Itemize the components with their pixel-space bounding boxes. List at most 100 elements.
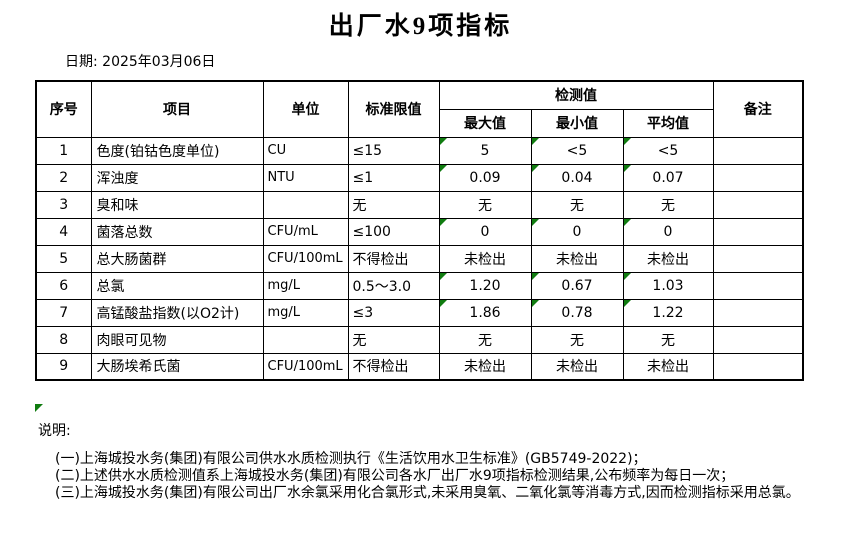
- cell-item-row2[interactable]: 浑浊度: [90, 163, 264, 192]
- cell-seq-row7[interactable]: 7: [35, 298, 92, 327]
- excel-flag-icon: [440, 273, 447, 280]
- cell-unit-row3[interactable]: [262, 190, 349, 219]
- cell-item-row3[interactable]: 臭和味: [90, 190, 264, 219]
- cell-avg-row7[interactable]: 1.22: [622, 298, 714, 327]
- cell-avg-row6[interactable]: 1.03: [622, 271, 714, 300]
- cell-unit-row5[interactable]: CFU/100mL: [262, 244, 349, 273]
- cell-remark-row7[interactable]: [712, 298, 804, 327]
- cell-remark-row9[interactable]: [712, 352, 804, 381]
- cell-max-row3[interactable]: 无: [438, 190, 532, 219]
- cell-avg-row2[interactable]: 0.07: [622, 163, 714, 192]
- cell-seq-row9[interactable]: 9: [35, 352, 92, 381]
- cell-seq-row6[interactable]: 6: [35, 271, 92, 300]
- cell-max-row5[interactable]: 未检出: [438, 244, 532, 273]
- cell-item-row1[interactable]: 色度(铂钴色度单位): [90, 136, 264, 165]
- cell-avg-row4[interactable]: 0: [622, 217, 714, 246]
- cell-limit-row7[interactable]: ≤3: [347, 298, 440, 327]
- excel-flag-icon: [532, 138, 539, 145]
- cell-min-row7[interactable]: 0.78: [530, 298, 624, 327]
- cell-limit-row2[interactable]: ≤1: [347, 163, 440, 192]
- cell-unit-row9[interactable]: CFU/100mL: [262, 352, 349, 381]
- cell-remark-row6[interactable]: [712, 271, 804, 300]
- cell-remark-row2[interactable]: [712, 163, 804, 192]
- cell-remark-row4[interactable]: [712, 217, 804, 246]
- cell-avg-row1[interactable]: <5: [622, 136, 714, 165]
- cell-item-row9[interactable]: 大肠埃希氏菌: [90, 352, 264, 381]
- cell-item-row4[interactable]: 菌落总数: [90, 217, 264, 246]
- cell-avg-row9[interactable]: 未检出: [622, 352, 714, 381]
- table-row: 5 总大肠菌群 CFU/100mL 不得检出 未检出 未检出 未检出: [35, 244, 804, 273]
- header-limit[interactable]: 标准限值: [347, 80, 440, 138]
- cell-min-row8[interactable]: 无: [530, 325, 624, 354]
- header-avg[interactable]: 平均值: [622, 108, 714, 138]
- cell-min-row1[interactable]: <5: [530, 136, 624, 165]
- cell-limit-row1[interactable]: ≤15: [347, 136, 440, 165]
- cell-limit-row5[interactable]: 不得检出: [347, 244, 440, 273]
- header-unit[interactable]: 单位: [262, 80, 349, 138]
- notes-lines: (一)上海城投水务(集团)有限公司供水水质检测执行《生活饮用水卫生标准》(GB5…: [55, 451, 835, 502]
- cell-max-row7[interactable]: 1.86: [438, 298, 532, 327]
- table-row: 2 浑浊度 NTU ≤1 0.09 0.04 0.07: [35, 163, 804, 192]
- cell-limit-row4[interactable]: ≤100: [347, 217, 440, 246]
- cell-min-row6[interactable]: 0.67: [530, 271, 624, 300]
- notes-label: 说明:: [38, 423, 71, 439]
- cell-min-row9[interactable]: 未检出: [530, 352, 624, 381]
- cell-limit-row8[interactable]: 无: [347, 325, 440, 354]
- cell-avg-row8[interactable]: 无: [622, 325, 714, 354]
- cell-item-row6[interactable]: 总氯: [90, 271, 264, 300]
- header-seq[interactable]: 序号: [35, 80, 92, 138]
- cell-unit-row6[interactable]: mg/L: [262, 271, 349, 300]
- cell-remark-row8[interactable]: [712, 325, 804, 354]
- header-min[interactable]: 最小值: [530, 108, 624, 138]
- cell-max-row9[interactable]: 未检出: [438, 352, 532, 381]
- cell-seq-row4[interactable]: 4: [35, 217, 92, 246]
- cell-remark-row1[interactable]: [712, 136, 804, 165]
- cell-unit-row7[interactable]: mg/L: [262, 298, 349, 327]
- cell-max-row2[interactable]: 0.09: [438, 163, 532, 192]
- cell-item-row7[interactable]: 高锰酸盐指数(以O2计): [90, 298, 264, 327]
- cell-avg-row3[interactable]: 无: [622, 190, 714, 219]
- excel-flag-icon: [532, 165, 539, 172]
- table-row: 8 肉眼可见物无无无无: [35, 325, 804, 354]
- cell-unit-row1[interactable]: CU: [262, 136, 349, 165]
- cell-min-row2[interactable]: 0.04: [530, 163, 624, 192]
- cell-remark-row5[interactable]: [712, 244, 804, 273]
- cell-max-row4[interactable]: 0: [438, 217, 532, 246]
- cell-item-row5[interactable]: 总大肠菌群: [90, 244, 264, 273]
- cell-min-row4[interactable]: 0: [530, 217, 624, 246]
- cell-seq-row2[interactable]: 2: [35, 163, 92, 192]
- cell-remark-row3[interactable]: [712, 190, 804, 219]
- excel-flag-icon: [440, 219, 447, 226]
- header-detection[interactable]: 检测值: [438, 80, 714, 110]
- cell-min-row5[interactable]: 未检出: [530, 244, 624, 273]
- cell-max-row6[interactable]: 1.20: [438, 271, 532, 300]
- excel-flag-icon: [35, 404, 43, 412]
- cell-seq-row1[interactable]: 1: [35, 136, 92, 165]
- cell-unit-row2[interactable]: NTU: [262, 163, 349, 192]
- page-title: 出厂水9项指标: [328, 13, 513, 40]
- header-max[interactable]: 最大值: [438, 108, 532, 138]
- cell-unit-row4[interactable]: CFU/mL: [262, 217, 349, 246]
- cell-max-row1[interactable]: 5: [438, 136, 532, 165]
- excel-flag-icon: [440, 300, 447, 307]
- table-row: 9 大肠埃希氏菌 CFU/100mL 不得检出 未检出 未检出 未检出: [35, 352, 804, 381]
- table-row: 3 臭和味无无无无: [35, 190, 804, 219]
- cell-max-row8[interactable]: 无: [438, 325, 532, 354]
- cell-limit-row6[interactable]: 0.5～3.0: [347, 271, 440, 300]
- header-remark[interactable]: 备注: [712, 80, 804, 138]
- cell-avg-row5[interactable]: 未检出: [622, 244, 714, 273]
- cell-limit-row3[interactable]: 无: [347, 190, 440, 219]
- header-item[interactable]: 项目: [90, 80, 264, 138]
- cell-min-row3[interactable]: 无: [530, 190, 624, 219]
- excel-flag-icon: [624, 300, 631, 307]
- cell-item-row8[interactable]: 肉眼可见物: [90, 325, 264, 354]
- cell-unit-row8[interactable]: [262, 325, 349, 354]
- cell-seq-row5[interactable]: 5: [35, 244, 92, 273]
- cell-seq-row3[interactable]: 3: [35, 190, 92, 219]
- note-line-1: (一)上海城投水务(集团)有限公司供水水质检测执行《生活饮用水卫生标准》(GB5…: [55, 451, 647, 467]
- excel-flag-icon: [532, 300, 539, 307]
- cell-limit-row9[interactable]: 不得检出: [347, 352, 440, 381]
- cell-seq-row8[interactable]: 8: [35, 325, 92, 354]
- note-line-2: (二)上述供水水质检测值系上海城投水务(集团)有限公司各水厂出厂水9项指标检测结…: [55, 468, 735, 484]
